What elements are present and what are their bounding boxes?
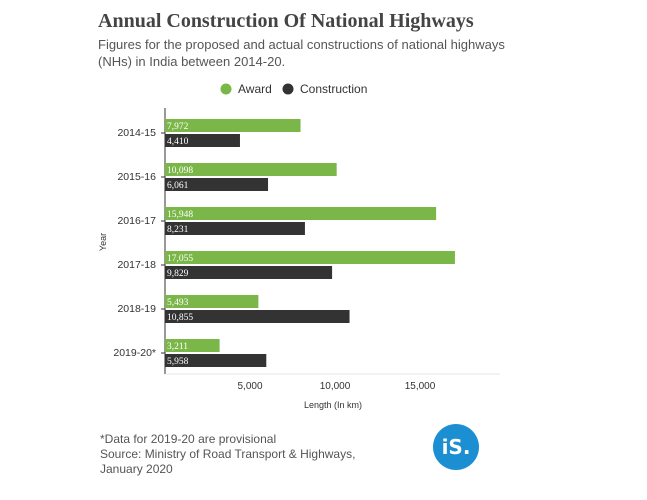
bar-award [165,339,220,352]
bar-construction [165,178,269,191]
y-tick-label: 2018-19 [117,303,156,315]
legend-marker-construction [282,83,294,95]
y-tick-label: 2019-20* [113,347,156,359]
source-line-2: January 2020 [100,462,173,476]
bar-award [165,295,259,308]
provisional-note: *Data for 2019-20 are provisional [100,432,277,446]
y-tick-label: 2015-16 [117,171,156,183]
data-label-award: 15,948 [167,210,193,220]
data-label-award: 10,098 [167,166,193,176]
bar-chart: Award Construction 5,000 10,000 15,000 Length… [98,82,500,410]
bar-award [165,163,337,176]
bar-award [165,251,455,264]
x-tick-label: 15,000 [405,381,436,392]
x-axis-title: Length (In km) [304,400,362,410]
bar-construction [165,222,305,235]
bar-award [165,207,437,220]
data-label-award: 7,972 [167,122,189,132]
brand-logo: iS. [433,424,479,470]
bar-construction [165,310,350,323]
x-tick-label: 10,000 [320,381,351,392]
source-line-1: Source: Ministry of Road Transport & Hig… [100,447,356,461]
x-tick-label: 5,000 [237,381,262,392]
data-label-construction: 10,855 [167,313,193,323]
data-label-award: 5,493 [167,298,189,308]
data-label-construction: 4,410 [167,137,189,147]
data-label-award: 3,211 [167,342,188,352]
chart-subtitle: Figures for the proposed and actual cons… [98,37,505,69]
legend-marker-award [220,83,232,95]
data-label-construction: 5,958 [167,357,189,367]
legend-label-award: Award [238,82,272,96]
bar-construction [165,354,267,367]
brand-logo-text: iS. [441,435,471,459]
footnote: *Data for 2019-20 are provisional Source… [100,432,420,477]
bar-construction [165,266,333,279]
y-tick-label: 2016-17 [117,215,156,227]
bar-construction [165,134,240,147]
y-tick-label: 2017-18 [117,259,156,271]
data-label-award: 17,055 [167,254,193,264]
data-label-construction: 6,061 [167,181,189,191]
data-label-construction: 8,231 [167,225,189,235]
data-label-construction: 9,829 [167,269,189,279]
bar-award [165,119,301,132]
legend-label-construction: Construction [300,82,367,96]
y-axis-title: Year [98,233,108,251]
y-tick-label: 2014-15 [117,127,156,139]
chart-title: Annual Construction Of National Highways [98,10,474,32]
